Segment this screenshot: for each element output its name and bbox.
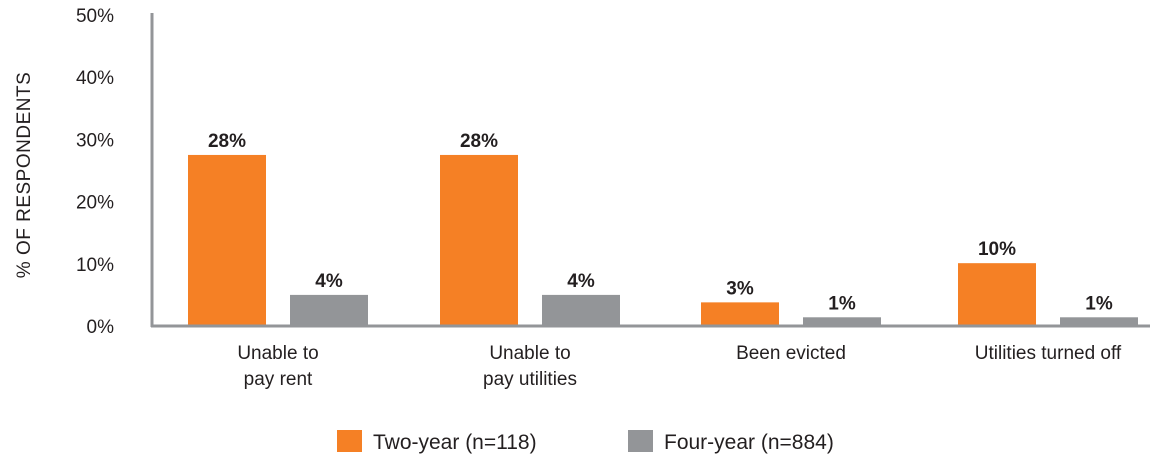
bar-value-label: 3% [726, 278, 754, 299]
y-axis-ticks: 0% 10% 20% 30% 40% 50% [76, 6, 114, 338]
y-tick-label: 20% [76, 193, 114, 214]
legend-label: Four-year (n=884) [664, 431, 834, 454]
y-tick-label: 50% [76, 6, 114, 27]
legend-swatch [628, 430, 653, 452]
x-category-label: Unable to pay utilities [483, 343, 577, 390]
bar [440, 154, 518, 326]
bar [542, 294, 620, 326]
legend: Two-year (n=118) Four-year (n=884) [337, 430, 834, 454]
bar [803, 317, 881, 326]
y-axis-title: % OF RESPONDENTS [14, 72, 35, 278]
bar-value-label: 28% [460, 131, 498, 152]
y-tick-label: 0% [87, 317, 115, 338]
bar [701, 302, 779, 326]
bar [958, 263, 1036, 326]
y-tick-label: 10% [76, 255, 114, 276]
bars [188, 154, 1138, 326]
bar-value-label: 4% [315, 271, 343, 292]
y-tick-label: 30% [76, 130, 114, 151]
legend-label: Two-year (n=118) [373, 431, 537, 454]
bar [1060, 317, 1138, 326]
bar-value-label: 1% [1085, 293, 1113, 314]
legend-swatch [337, 430, 362, 452]
bar-value-label: 1% [828, 293, 856, 314]
x-category-label: Unable to pay rent [237, 343, 318, 390]
x-category-label: Utilities turned off [975, 343, 1122, 364]
bar-value-label: 4% [567, 271, 595, 292]
bar-value-label: 28% [208, 131, 246, 152]
x-category-label: Been evicted [736, 343, 846, 364]
category-labels: Unable to pay rent Unable to pay utilities B… [237, 343, 1122, 390]
value-labels: 28% 28% 3% 10% 4% 4% 1% 1% [208, 131, 1113, 314]
y-tick-label: 40% [76, 68, 114, 89]
bar-value-label: 10% [978, 239, 1016, 260]
bar [188, 154, 266, 326]
bar [290, 294, 368, 326]
